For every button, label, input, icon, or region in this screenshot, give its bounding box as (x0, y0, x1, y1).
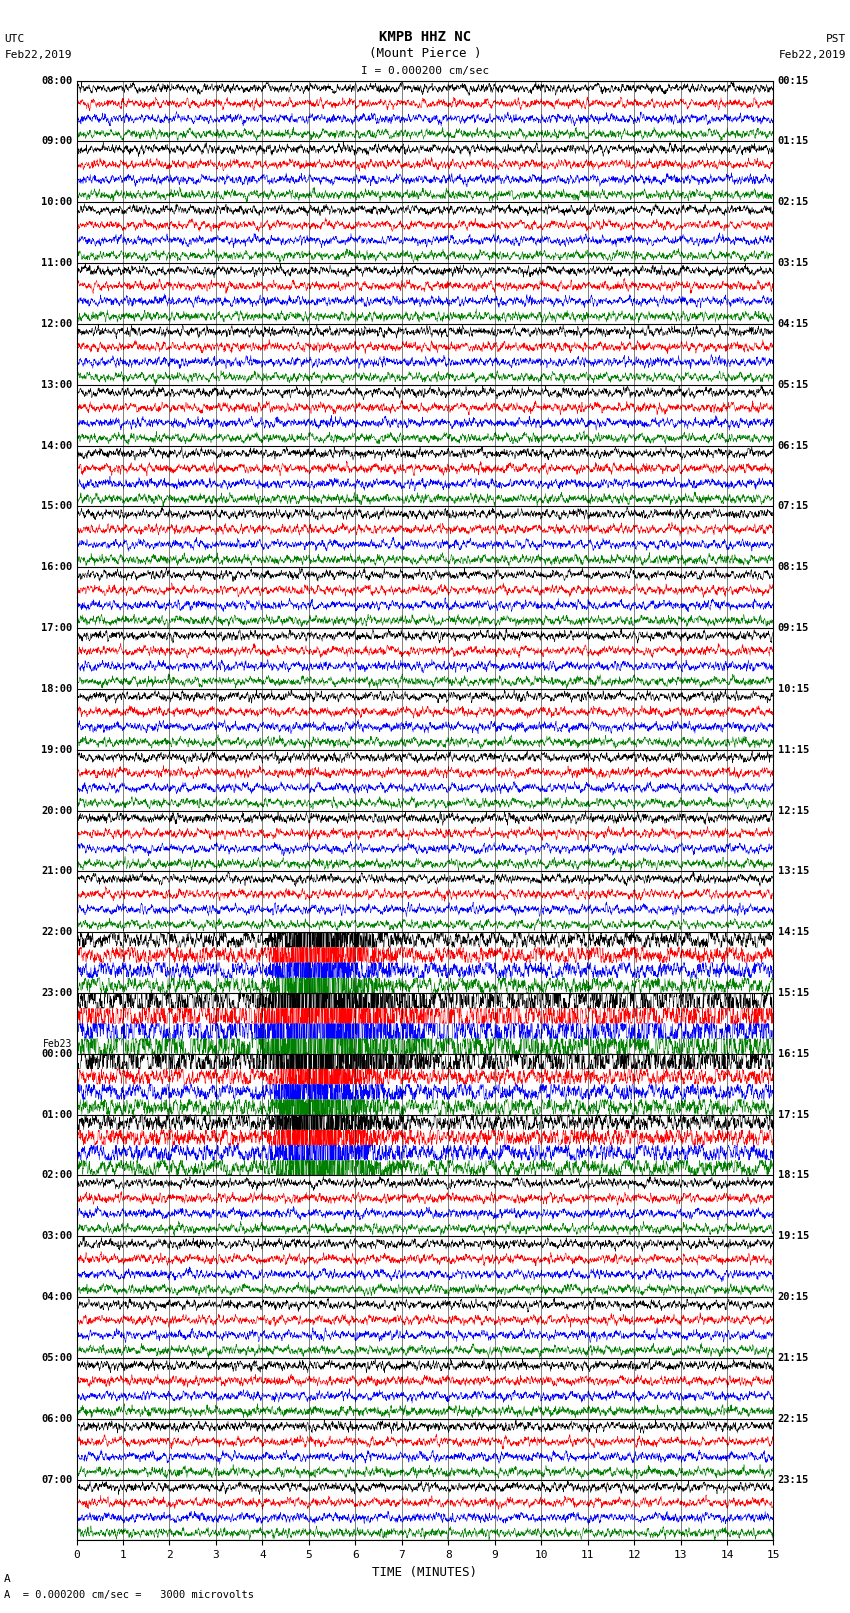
Text: 08:15: 08:15 (778, 563, 809, 573)
Text: 00:15: 00:15 (778, 76, 809, 85)
Text: 03:00: 03:00 (41, 1231, 72, 1242)
X-axis label: TIME (MINUTES): TIME (MINUTES) (372, 1566, 478, 1579)
Text: 21:00: 21:00 (41, 866, 72, 876)
Text: Feb22,2019: Feb22,2019 (4, 50, 71, 60)
Text: 07:00: 07:00 (41, 1474, 72, 1484)
Text: 12:15: 12:15 (778, 805, 809, 816)
Text: 01:00: 01:00 (41, 1110, 72, 1119)
Text: KMPB HHZ NC: KMPB HHZ NC (379, 29, 471, 44)
Text: 11:00: 11:00 (41, 258, 72, 268)
Text: 18:00: 18:00 (41, 684, 72, 694)
Text: 01:15: 01:15 (778, 137, 809, 147)
Text: 10:15: 10:15 (778, 684, 809, 694)
Text: 02:15: 02:15 (778, 197, 809, 208)
Text: 15:00: 15:00 (41, 502, 72, 511)
Text: 17:15: 17:15 (778, 1110, 809, 1119)
Text: 03:15: 03:15 (778, 258, 809, 268)
Text: 04:15: 04:15 (778, 319, 809, 329)
Text: A  = 0.000200 cm/sec =   3000 microvolts: A = 0.000200 cm/sec = 3000 microvolts (4, 1590, 254, 1600)
Text: 18:15: 18:15 (778, 1171, 809, 1181)
Text: 17:00: 17:00 (41, 623, 72, 632)
Text: 23:15: 23:15 (778, 1474, 809, 1484)
Text: 16:15: 16:15 (778, 1048, 809, 1058)
Text: 11:15: 11:15 (778, 745, 809, 755)
Text: UTC: UTC (4, 34, 25, 44)
Text: 06:00: 06:00 (41, 1413, 72, 1424)
Text: 20:15: 20:15 (778, 1292, 809, 1302)
Text: 21:15: 21:15 (778, 1353, 809, 1363)
Text: I = 0.000200 cm/sec: I = 0.000200 cm/sec (361, 66, 489, 76)
Text: 16:00: 16:00 (41, 563, 72, 573)
Text: 07:15: 07:15 (778, 502, 809, 511)
Text: 08:00: 08:00 (41, 76, 72, 85)
Text: 09:00: 09:00 (41, 137, 72, 147)
Text: 10:00: 10:00 (41, 197, 72, 208)
Text: 06:15: 06:15 (778, 440, 809, 450)
Text: 20:00: 20:00 (41, 805, 72, 816)
Text: 00:00: 00:00 (41, 1048, 72, 1058)
Text: Feb23: Feb23 (42, 1039, 72, 1048)
Text: 05:00: 05:00 (41, 1353, 72, 1363)
Text: A: A (4, 1574, 11, 1584)
Text: 09:15: 09:15 (778, 623, 809, 632)
Text: 12:00: 12:00 (41, 319, 72, 329)
Text: 14:15: 14:15 (778, 927, 809, 937)
Text: 22:00: 22:00 (41, 927, 72, 937)
Text: 19:00: 19:00 (41, 745, 72, 755)
Text: 13:00: 13:00 (41, 379, 72, 390)
Text: 14:00: 14:00 (41, 440, 72, 450)
Text: 05:15: 05:15 (778, 379, 809, 390)
Text: 22:15: 22:15 (778, 1413, 809, 1424)
Text: PST: PST (825, 34, 846, 44)
Text: 15:15: 15:15 (778, 989, 809, 998)
Text: 02:00: 02:00 (41, 1171, 72, 1181)
Text: 04:00: 04:00 (41, 1292, 72, 1302)
Text: 23:00: 23:00 (41, 989, 72, 998)
Text: (Mount Pierce ): (Mount Pierce ) (369, 47, 481, 60)
Text: Feb22,2019: Feb22,2019 (779, 50, 846, 60)
Text: 19:15: 19:15 (778, 1231, 809, 1242)
Text: 13:15: 13:15 (778, 866, 809, 876)
